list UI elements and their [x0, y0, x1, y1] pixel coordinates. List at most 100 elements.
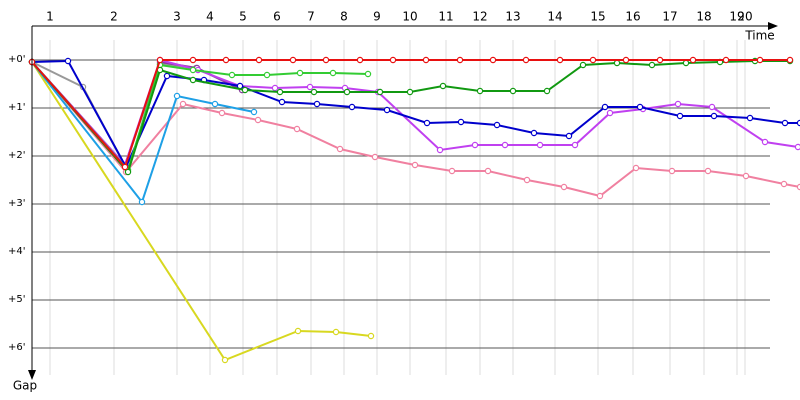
point	[522, 56, 530, 64]
point	[456, 56, 464, 64]
point	[794, 143, 800, 151]
point	[796, 119, 800, 127]
point	[189, 76, 197, 84]
x-tick-label: 8	[340, 10, 348, 24]
point	[509, 87, 517, 95]
point	[589, 56, 597, 64]
point	[310, 88, 318, 96]
point	[571, 141, 579, 149]
x-tick-label: 19	[729, 10, 744, 24]
point	[218, 109, 226, 117]
point	[254, 116, 262, 124]
x-tick-label: 4	[206, 10, 214, 24]
point	[656, 56, 664, 64]
point	[422, 56, 430, 64]
point	[761, 138, 769, 146]
point	[336, 145, 344, 153]
point	[780, 180, 788, 188]
point	[179, 100, 187, 108]
point	[710, 112, 718, 120]
point	[668, 167, 676, 175]
x-axis-arrow	[768, 22, 778, 30]
point	[781, 119, 789, 127]
point	[367, 332, 375, 340]
point	[530, 129, 538, 137]
point	[124, 168, 132, 176]
x-tick-label: 16	[625, 10, 640, 24]
x-tick-label: 13	[505, 10, 520, 24]
y-axis-label: Gap	[13, 379, 37, 393]
point	[294, 327, 302, 335]
point	[543, 87, 551, 95]
point	[329, 69, 337, 77]
point	[411, 161, 419, 169]
point	[476, 87, 484, 95]
series-line	[31, 61, 372, 362]
point	[722, 56, 730, 64]
point	[221, 356, 229, 364]
x-tick-label: 2	[110, 10, 118, 24]
point	[786, 56, 794, 64]
point	[121, 163, 129, 171]
point	[742, 172, 750, 180]
point	[313, 100, 321, 108]
y-tick-label: +0'	[8, 54, 26, 65]
point	[423, 119, 431, 127]
point	[173, 92, 181, 100]
point	[332, 328, 340, 336]
x-tick-label: 3	[173, 10, 181, 24]
x-tick-label: 14	[547, 10, 562, 24]
point	[356, 56, 364, 64]
x-tick-label: 7	[307, 10, 315, 24]
point	[271, 84, 279, 92]
point	[501, 141, 509, 149]
x-tick-label: 6	[273, 10, 281, 24]
point	[156, 56, 164, 64]
point	[632, 164, 640, 172]
y-tick-label: +1'	[8, 102, 26, 113]
point	[293, 125, 301, 133]
point	[636, 103, 644, 111]
point	[704, 167, 712, 175]
x-tick-label: 9	[373, 10, 381, 24]
point	[523, 176, 531, 184]
point	[622, 56, 630, 64]
point	[796, 183, 800, 191]
point	[471, 141, 479, 149]
x-tick-label: 5	[239, 10, 247, 24]
point	[371, 153, 379, 161]
point	[255, 56, 263, 64]
plot	[28, 56, 800, 364]
point	[565, 132, 573, 140]
point	[263, 71, 271, 79]
point	[211, 100, 219, 108]
point	[746, 114, 754, 122]
point	[376, 88, 384, 96]
x-tick-label: 1	[46, 10, 54, 24]
x-tick-label: 17	[662, 10, 677, 24]
point	[648, 61, 656, 69]
point	[556, 56, 564, 64]
point	[250, 108, 258, 116]
point	[189, 66, 197, 74]
point	[484, 167, 492, 175]
point	[163, 72, 171, 80]
grid	[32, 40, 770, 375]
point	[448, 167, 456, 175]
x-tick-label: 12	[472, 10, 487, 24]
point	[276, 88, 284, 96]
series-line	[31, 61, 800, 198]
point	[579, 61, 587, 69]
series-line	[31, 58, 799, 167]
point	[439, 82, 447, 90]
point	[606, 109, 614, 117]
x-tick-label: 18	[696, 10, 711, 24]
series-line	[31, 60, 790, 175]
point	[601, 103, 609, 111]
y-tick-label: +6'	[8, 342, 26, 353]
point	[406, 88, 414, 96]
point	[241, 86, 249, 94]
point	[296, 69, 304, 77]
point	[613, 59, 621, 67]
